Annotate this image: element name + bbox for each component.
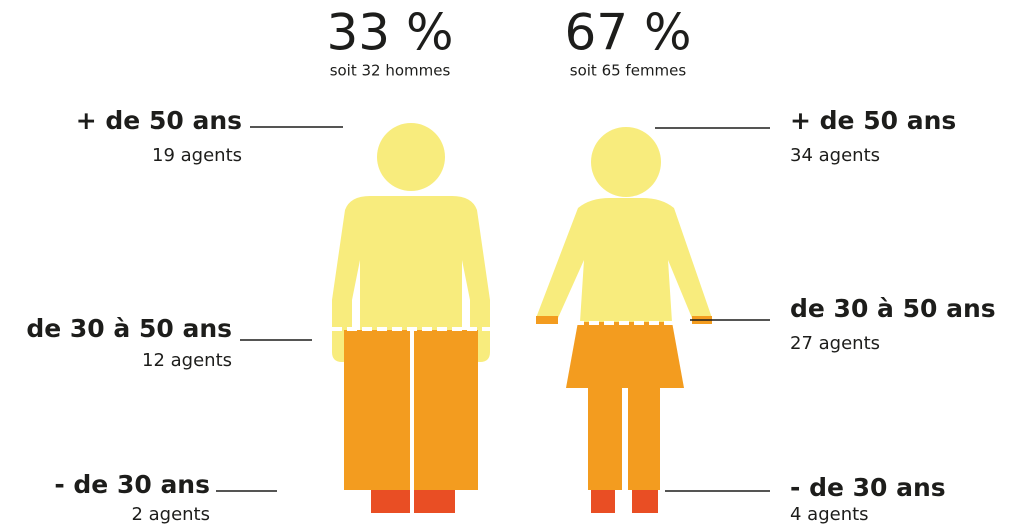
band-label: + de 50 ans [790,106,956,135]
band-label: de 30 à 50 ans [26,314,232,343]
band-count: 19 agents [152,145,242,166]
band-count: 2 agents [131,504,210,525]
women-subtitle: soit 65 femmes [570,62,687,80]
band-label: + de 50 ans [76,106,242,135]
women-percent: 67 % [564,4,691,62]
band-label: - de 30 ans [790,473,946,502]
band-count: 12 agents [142,350,232,371]
men-subtitle: soit 32 hommes [330,62,451,80]
woman-figure [536,127,712,513]
band-count: 34 agents [790,145,880,166]
band-label: - de 30 ans [54,470,210,499]
band-count: 27 agents [790,333,880,354]
band-count: 4 agents [790,504,869,525]
band-label: de 30 à 50 ans [790,294,996,323]
men-percent: 33 % [326,4,453,62]
man-figure [332,123,490,513]
